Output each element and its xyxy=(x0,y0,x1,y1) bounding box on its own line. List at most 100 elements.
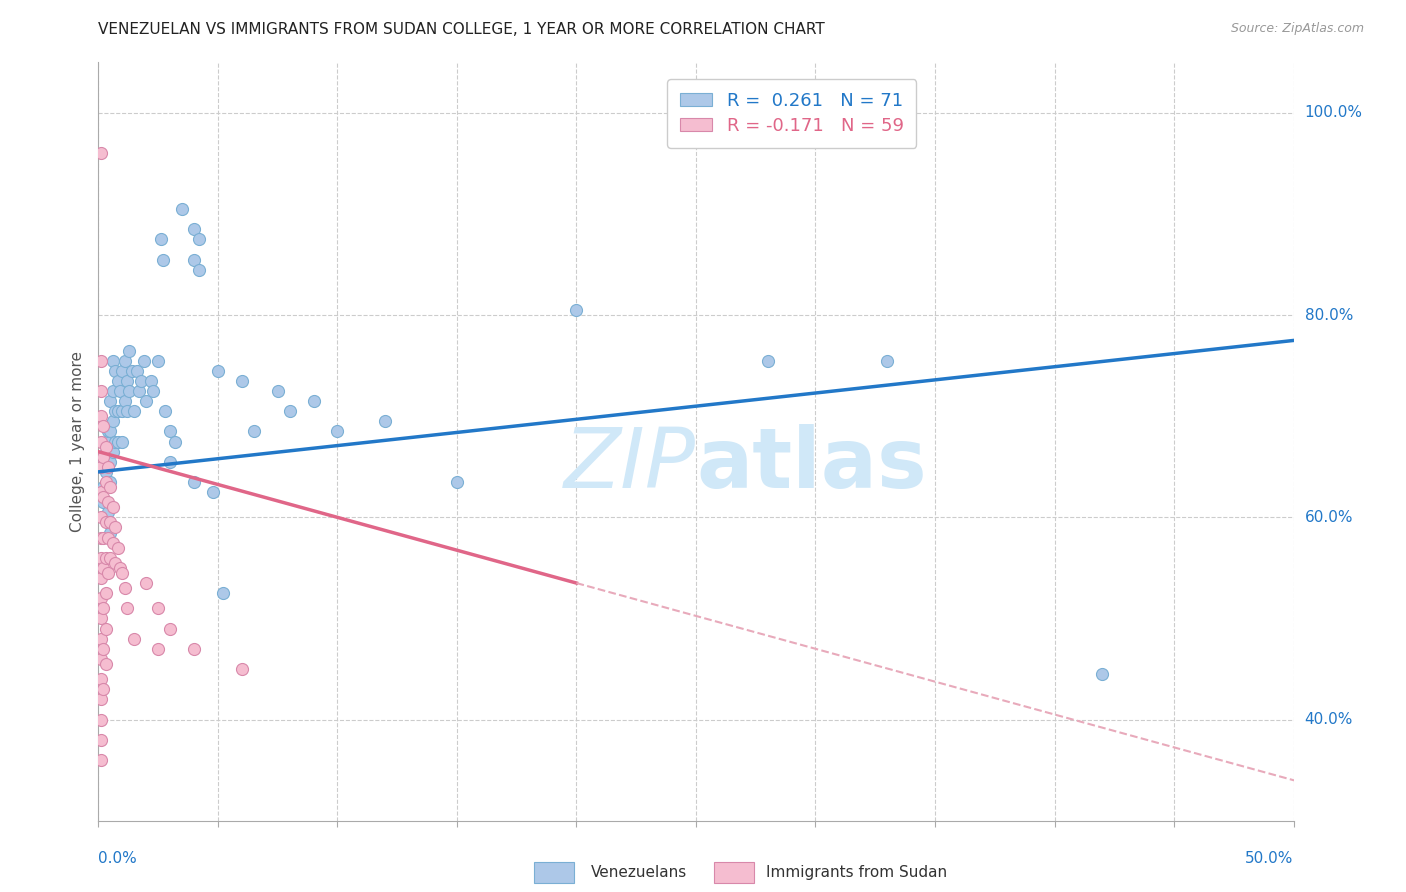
Point xyxy=(98,475,122,489)
Point xyxy=(183,641,205,656)
Point xyxy=(90,652,112,666)
Point xyxy=(104,556,127,570)
Point xyxy=(183,222,205,236)
Text: 80.0%: 80.0% xyxy=(1305,308,1353,323)
Point xyxy=(115,601,138,615)
Point xyxy=(90,713,112,727)
Point xyxy=(90,531,112,545)
Point xyxy=(97,505,120,519)
Point xyxy=(94,516,117,530)
Point xyxy=(1091,667,1114,681)
Point xyxy=(111,364,134,378)
Point xyxy=(159,425,181,439)
Point xyxy=(90,459,112,474)
Point xyxy=(148,641,170,656)
Point xyxy=(90,384,112,398)
Point xyxy=(90,550,112,565)
Point xyxy=(94,434,117,449)
Point xyxy=(91,561,114,575)
Point xyxy=(98,516,122,530)
Point xyxy=(91,601,114,615)
Point xyxy=(139,374,162,388)
Point xyxy=(187,262,209,277)
Point xyxy=(90,692,112,706)
Point xyxy=(90,409,112,424)
Point xyxy=(97,455,120,469)
Point xyxy=(91,682,114,697)
Text: 60.0%: 60.0% xyxy=(1305,510,1353,524)
Point xyxy=(125,364,148,378)
Point xyxy=(104,520,127,534)
Point xyxy=(97,425,120,439)
Point xyxy=(94,475,117,489)
Point xyxy=(114,581,136,595)
Point xyxy=(108,384,131,398)
Point xyxy=(98,550,122,565)
Point xyxy=(101,414,124,428)
Point xyxy=(302,394,325,409)
Point xyxy=(104,434,127,449)
Point xyxy=(267,384,290,398)
Point xyxy=(101,444,124,458)
Legend: R =  0.261   N = 71, R = -0.171   N = 59: R = 0.261 N = 71, R = -0.171 N = 59 xyxy=(666,79,917,147)
Point xyxy=(107,434,129,449)
Point xyxy=(114,394,136,409)
Point xyxy=(97,531,120,545)
Point xyxy=(91,419,114,434)
Point xyxy=(756,353,779,368)
Y-axis label: College, 1 year or more: College, 1 year or more xyxy=(70,351,86,532)
Point xyxy=(91,450,114,464)
Point xyxy=(111,404,134,418)
Point xyxy=(90,146,112,161)
Point xyxy=(90,591,112,606)
Point xyxy=(98,480,122,494)
Point xyxy=(98,394,122,409)
Point xyxy=(124,632,146,646)
Point xyxy=(202,485,225,500)
Point xyxy=(98,525,122,540)
Point xyxy=(98,425,122,439)
Text: 0.0%: 0.0% xyxy=(98,851,138,866)
Point xyxy=(94,440,117,454)
Point xyxy=(91,490,114,504)
Point xyxy=(90,571,112,585)
Point xyxy=(90,732,112,747)
Point xyxy=(90,753,112,767)
Point xyxy=(91,480,114,494)
Point xyxy=(90,632,112,646)
Point xyxy=(115,374,138,388)
Text: 50.0%: 50.0% xyxy=(1246,851,1294,866)
Point xyxy=(183,252,205,267)
Point xyxy=(243,425,266,439)
Text: ZIP: ZIP xyxy=(564,424,696,505)
Point xyxy=(101,384,124,398)
Point xyxy=(148,601,170,615)
Point xyxy=(135,394,157,409)
Point xyxy=(118,384,141,398)
Point xyxy=(115,404,138,418)
Point xyxy=(91,531,114,545)
Point xyxy=(94,444,117,458)
Point xyxy=(98,455,122,469)
Point xyxy=(94,622,117,636)
Text: Immigrants from Sudan: Immigrants from Sudan xyxy=(766,865,948,880)
Point xyxy=(97,495,120,509)
Point xyxy=(132,353,155,368)
Point xyxy=(131,374,153,388)
Point xyxy=(94,550,117,565)
Point xyxy=(97,459,120,474)
Point xyxy=(94,657,117,671)
Point xyxy=(101,535,124,549)
Point xyxy=(278,404,301,418)
Point xyxy=(111,566,134,580)
Point xyxy=(91,495,114,509)
Point xyxy=(446,475,468,489)
Point xyxy=(231,662,253,676)
Point xyxy=(211,586,233,600)
Point xyxy=(90,434,112,449)
Point xyxy=(114,353,136,368)
Point xyxy=(155,404,177,418)
Point xyxy=(107,541,129,555)
Point xyxy=(101,500,124,515)
Point xyxy=(135,576,157,591)
